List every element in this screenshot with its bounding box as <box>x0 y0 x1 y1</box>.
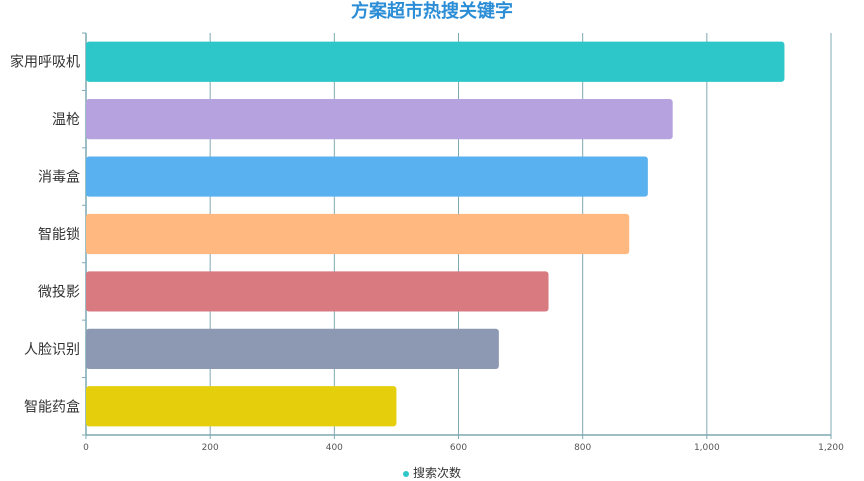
legend-label: 搜索次数 <box>412 466 461 480</box>
legend-item[interactable]: 搜索次数 <box>402 466 461 480</box>
chart-title: 方案超市热搜关键字 <box>351 1 513 22</box>
bar <box>86 156 648 197</box>
bar <box>86 213 630 255</box>
x-tick-label: 1,000 <box>694 443 720 453</box>
x-tick-label: 800 <box>574 443 591 453</box>
x-tick-label: 1,200 <box>818 443 844 453</box>
y-category-label: 微投影 <box>38 284 80 300</box>
x-tick-label: 400 <box>326 443 343 453</box>
bar <box>86 271 549 312</box>
y-category-label: 人脸识别 <box>24 342 80 358</box>
bar <box>86 386 397 427</box>
x-tick-label: 600 <box>450 443 467 453</box>
x-tick-label: 200 <box>202 443 219 453</box>
y-category-label: 智能药盒 <box>24 398 80 415</box>
legend[interactable]: 搜索次数 <box>0 462 864 481</box>
bar <box>86 41 785 82</box>
x-tick-label: 0 <box>83 443 89 453</box>
bar <box>86 328 499 369</box>
y-category-label: 温枪 <box>52 111 80 128</box>
bar <box>86 99 673 140</box>
legend-swatch-icon <box>402 471 409 477</box>
y-category-label: 消毒盒 <box>38 169 80 186</box>
y-category-label: 家用呼吸机 <box>10 54 80 71</box>
y-category-label: 智能锁 <box>38 227 80 243</box>
